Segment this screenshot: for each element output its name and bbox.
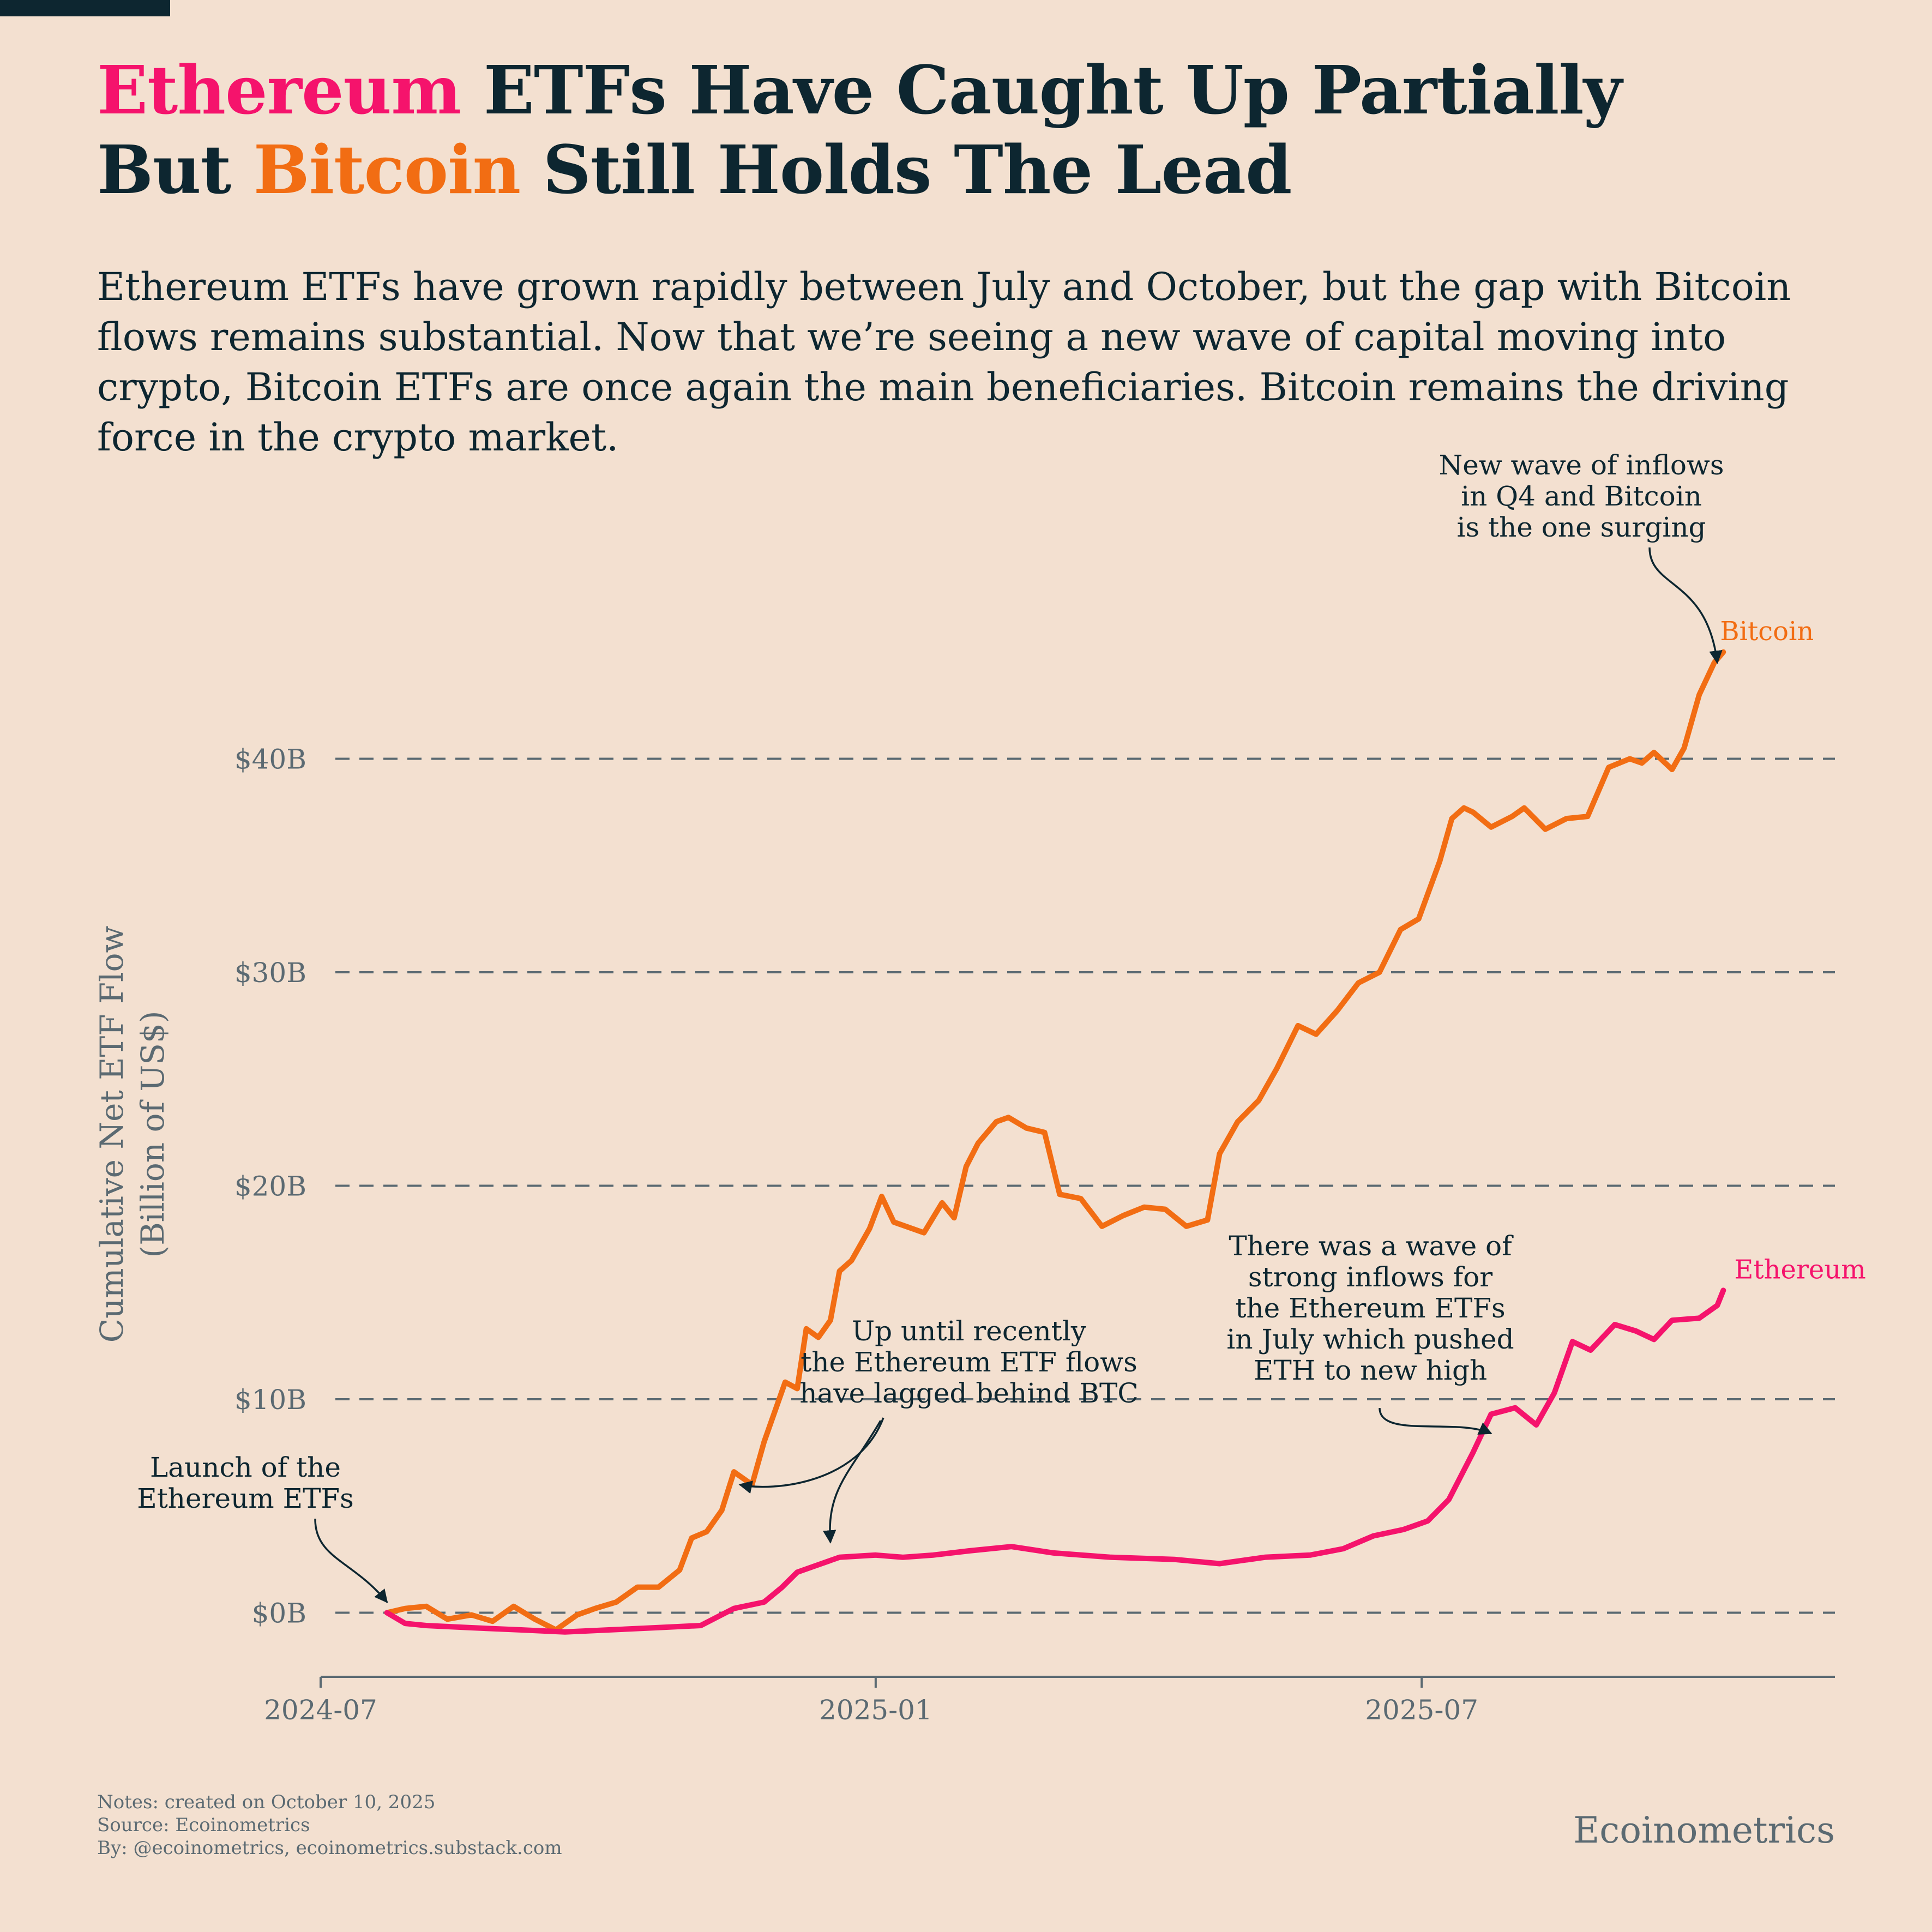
series-line-ethereum (384, 1287, 1726, 1635)
y-tick-label: $0B (252, 1598, 306, 1629)
title-line2-start: But (97, 130, 254, 209)
y-axis-label-line2: (Billion of US$) (134, 1010, 171, 1257)
axes: 2024-07 2025-01 2025-07 (264, 1676, 1835, 1726)
title-ethereum-highlight: Ethereum (97, 51, 461, 129)
annotation-arrow (822, 1420, 882, 1544)
notes-author: By: @ecoinometrics, ecoinometrics.substa… (97, 1837, 562, 1859)
x-tick-label: 2024-07 (264, 1694, 377, 1726)
series-labels: Bitcoin Ethereum (1720, 616, 1865, 1285)
annotation-text: have lagged behind BTC (799, 1377, 1138, 1409)
brand-logo-text: Ecoinometrics (1573, 1809, 1835, 1851)
annotation-text: ETH to new high (1254, 1355, 1487, 1386)
y-tick-label: $20B (234, 1171, 306, 1202)
y-axis-label-line1: Cumulative Net ETF Flow (93, 926, 130, 1343)
notes-created: Notes: created on October 10, 2025 (97, 1791, 436, 1813)
series-label-bitcoin: Bitcoin (1720, 616, 1814, 647)
chart-title: Ethereum ETFs Have Caught Up Partially B… (97, 50, 1842, 209)
annotation-text: Launch of the (150, 1452, 341, 1483)
annotation-text: the Ethereum ETFs (1235, 1292, 1505, 1324)
annotation-text: strong inflows for (1248, 1261, 1492, 1293)
title-line1-rest: ETFs Have Caught Up Partially (461, 51, 1622, 129)
grid-lines: $0B $10B $20B $30B $40B (234, 744, 1835, 1629)
x-tick-label: 2025-07 (1365, 1694, 1478, 1726)
y-tick-label: $30B (234, 957, 306, 989)
annotation-text: Up until recently (852, 1315, 1087, 1347)
chart-notes: Notes: created on October 10, 2025 Sourc… (97, 1791, 562, 1859)
annotation-text: in July which pushed (1226, 1323, 1514, 1355)
annotation-text: the Ethereum ETF flows (801, 1346, 1137, 1378)
annotation-arrow (314, 1518, 388, 1603)
annotation-arrow (1379, 1407, 1492, 1435)
series-label-ethereum: Ethereum (1734, 1254, 1865, 1285)
y-tick-label: $10B (234, 1384, 306, 1416)
notes-source: Source: Ecoinometrics (97, 1814, 310, 1836)
series-line-bitcoin (384, 649, 1726, 1633)
chart-subtitle: Ethereum ETFs have grown rapidly between… (97, 264, 1791, 460)
title-bitcoin-highlight: Bitcoin (253, 130, 521, 209)
title-line2-rest: Still Holds The Lead (520, 130, 1292, 209)
annotation-text: in Q4 and Bitcoin (1461, 480, 1702, 512)
y-axis-label: Cumulative Net ETF Flow (Billion of US$) (93, 926, 171, 1343)
annotation-text: is the one surging (1456, 511, 1706, 543)
x-tick-label: 2025-01 (819, 1694, 932, 1726)
series-lines (384, 649, 1726, 1635)
annotation-arrow (1648, 547, 1723, 664)
annotation-text: New wave of inflows (1439, 449, 1724, 481)
annotation-arrow (738, 1417, 884, 1494)
annotation-text: Ethereum ETFs (137, 1483, 354, 1514)
annotation-text: There was a wave of (1229, 1230, 1514, 1262)
y-tick-label: $40B (234, 744, 306, 775)
top-accent-bar (0, 0, 170, 16)
